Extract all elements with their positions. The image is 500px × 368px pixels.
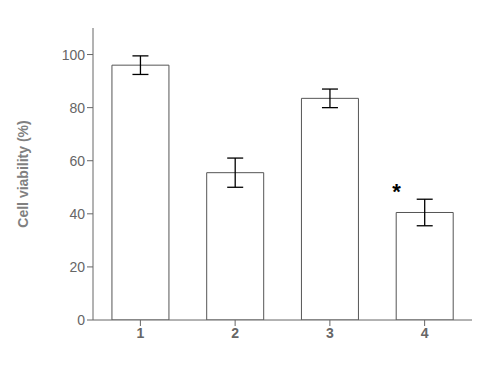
svg-text:60: 60 [69,153,85,169]
svg-text:4: 4 [421,325,429,341]
svg-text:20: 20 [69,259,85,275]
svg-text:Cell viability (%): Cell viability (%) [15,120,31,227]
svg-text:1: 1 [136,325,144,341]
svg-text:80: 80 [69,100,85,116]
svg-text:*: * [392,179,401,204]
svg-text:100: 100 [62,47,86,63]
svg-text:3: 3 [326,325,334,341]
svg-text:0: 0 [77,312,85,328]
svg-text:2: 2 [231,325,239,341]
svg-text:40: 40 [69,206,85,222]
